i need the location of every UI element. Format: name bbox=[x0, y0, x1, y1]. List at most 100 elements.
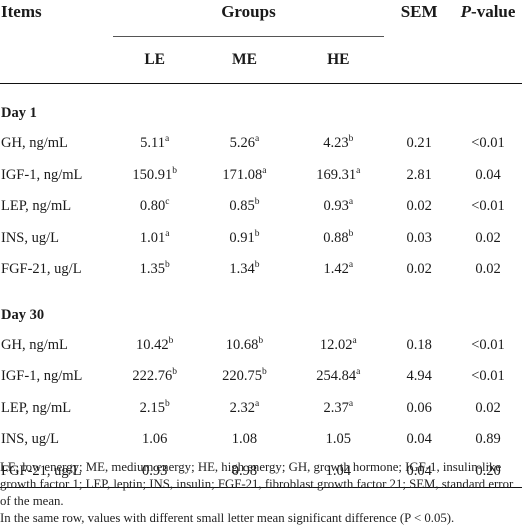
row-item-label: IGF-1, ng/mL bbox=[1, 368, 83, 385]
footnote-significance: In the same row, values with different s… bbox=[0, 511, 455, 525]
table-row: FGF-21, ug/L 0.93 0.98 1.04 0.04 0.20 bbox=[0, 455, 522, 488]
me-superscript: b bbox=[254, 260, 260, 271]
me-value: 0.85 bbox=[229, 198, 255, 215]
sem-value: 0.04 bbox=[384, 455, 455, 488]
table-row: LEP, ng/mL 2.15b 2.32a 2.37a 0.06 0.02 bbox=[0, 393, 522, 425]
me-superscript: a bbox=[255, 134, 260, 145]
me-value: 2.32 bbox=[229, 399, 256, 416]
le-value: 222.76 bbox=[132, 368, 173, 385]
table-row: INS, ug/L 1.01a 0.91b 0.88b 0.03 0.02 bbox=[0, 223, 522, 255]
section-title: Day 30 bbox=[1, 306, 45, 323]
header-row-groups: Items Groups SEM P-value bbox=[0, 0, 522, 37]
row-item-label: GH, ng/mL bbox=[1, 135, 68, 152]
le-value: 1.01 bbox=[139, 229, 166, 246]
me-superscript: a bbox=[262, 165, 267, 176]
he-value: 12.02 bbox=[319, 336, 353, 353]
le-value-cell: 5.11a bbox=[113, 128, 197, 160]
me-value-cell: 2.32a bbox=[197, 393, 293, 425]
sem-header: SEM bbox=[400, 2, 438, 21]
me-value: 0.91 bbox=[229, 229, 255, 246]
me-superscript: b bbox=[254, 228, 260, 239]
section-row: Day 30 bbox=[0, 286, 522, 330]
le-value-cell: 150.91b bbox=[113, 160, 197, 192]
le-superscript: b bbox=[164, 398, 170, 409]
he-superscript: a bbox=[348, 260, 354, 271]
le-value: 2.15 bbox=[139, 399, 165, 416]
he-value: 254.84 bbox=[316, 368, 357, 385]
me-superscript: b bbox=[262, 367, 267, 378]
le-value-cell: 10.42b bbox=[113, 330, 197, 362]
me-value: 10.68 bbox=[225, 336, 259, 353]
me-value: 0.98 bbox=[231, 462, 258, 479]
he-value: 2.37 bbox=[323, 399, 349, 416]
le-value-cell: 1.35b bbox=[113, 254, 197, 286]
he-value-cell: 0.88b bbox=[292, 223, 384, 255]
pvalue-value: <0.01 bbox=[471, 368, 505, 385]
me-value-cell: 171.08a bbox=[197, 160, 293, 192]
items-subheader-blank bbox=[0, 36, 113, 84]
he-value-cell: 254.84a bbox=[292, 361, 384, 393]
pvalue-value: <0.01 bbox=[471, 135, 505, 152]
he-value: 4.23 bbox=[323, 135, 349, 152]
le-value-cell: 1.01a bbox=[113, 223, 197, 255]
le-superscript: a bbox=[165, 228, 170, 239]
he-value: 1.04 bbox=[325, 462, 351, 479]
he-value: 169.31 bbox=[316, 166, 357, 183]
me-value: 5.26 bbox=[229, 135, 256, 152]
he-superscript: a bbox=[352, 335, 357, 346]
sem-value: 0.18 bbox=[406, 336, 432, 353]
row-item-label: IGF-1, ng/mL bbox=[1, 166, 83, 183]
pvalue-header: P-value bbox=[454, 0, 522, 37]
row-item-label: FGF-21, ug/L bbox=[1, 261, 82, 278]
me-superscript: a bbox=[255, 398, 260, 409]
me-value-cell: 220.75b bbox=[197, 361, 293, 393]
sem-value: 0.02 bbox=[406, 198, 432, 215]
table-row: GH, ng/mL 10.42b 10.68b 12.02a 0.18 <0.01 bbox=[0, 330, 522, 362]
pvalue-value: 0.02 bbox=[475, 261, 501, 278]
table-row: IGF-1, ng/mL 150.91b 171.08a 169.31a 2.81 0.0… bbox=[0, 160, 522, 192]
sem-value: 0.04 bbox=[406, 431, 432, 448]
sem-value: 2.81 bbox=[406, 166, 432, 183]
he-superscript: b bbox=[348, 134, 354, 145]
header-row-subgroups: LE ME HE bbox=[0, 36, 522, 84]
he-value-cell: 1.42a bbox=[292, 254, 384, 286]
me-value-cell: 0.85b bbox=[197, 191, 293, 223]
pvalue-value: <0.01 bbox=[471, 336, 505, 353]
le-value: 0.93 bbox=[141, 462, 168, 479]
le-header: LE bbox=[112, 36, 197, 84]
row-item-label: LEP, ng/mL bbox=[1, 198, 72, 215]
row-item-label: FGF-21, ug/L bbox=[0, 455, 113, 488]
he-value-cell: 12.02a bbox=[292, 330, 384, 362]
section-title: Day 1 bbox=[1, 105, 37, 121]
table-body: Day 1 GH, ng/mL 5.11a 5.26a 4.23b 0.21 <0.01 IG… bbox=[0, 84, 522, 488]
sem-value: 0.06 bbox=[406, 399, 432, 416]
le-value-cell: 222.76b bbox=[113, 361, 197, 393]
le-value-cell: 0.80c bbox=[113, 191, 197, 223]
table-row: INS, ug/L 1.06 1.08 1.05 0.04 0.89 bbox=[0, 424, 522, 456]
me-value-cell: 1.34b bbox=[197, 254, 293, 286]
pvalue-subheader-blank bbox=[454, 36, 522, 84]
pvalue-header-p: P bbox=[460, 2, 472, 21]
le-superscript: b bbox=[168, 335, 174, 346]
pvalue-header-rest: -value bbox=[471, 2, 516, 21]
pvalue-value: 0.20 bbox=[454, 455, 522, 488]
sem-value: 0.21 bbox=[406, 135, 432, 152]
me-superscript: b bbox=[254, 197, 260, 208]
he-value: 0.93 bbox=[323, 198, 349, 215]
section-row: Day 1 bbox=[0, 84, 522, 129]
sem-subheader-blank bbox=[384, 36, 455, 84]
table-row: GH, ng/mL 5.11a 5.26a 4.23b 0.21 <0.01 bbox=[0, 128, 522, 160]
he-superscript: a bbox=[348, 197, 354, 208]
le-value-cell: 2.15b bbox=[113, 393, 197, 425]
he-value-cell: 2.37a bbox=[292, 393, 384, 425]
le-value-cell: 0.93 bbox=[112, 455, 197, 488]
he-superscript: a bbox=[356, 165, 361, 176]
me-value: 1.34 bbox=[229, 261, 255, 278]
pvalue-value: <0.01 bbox=[471, 198, 505, 215]
footnote-abbreviations: LE, low energy; ME, medium energy; HE, h… bbox=[0, 460, 514, 508]
he-header: HE bbox=[292, 36, 385, 84]
me-superscript: b bbox=[258, 335, 264, 346]
pvalue-value: 0.89 bbox=[475, 431, 501, 448]
me-value-cell: 0.91b bbox=[197, 223, 293, 255]
le-value: 1.35 bbox=[139, 261, 165, 278]
